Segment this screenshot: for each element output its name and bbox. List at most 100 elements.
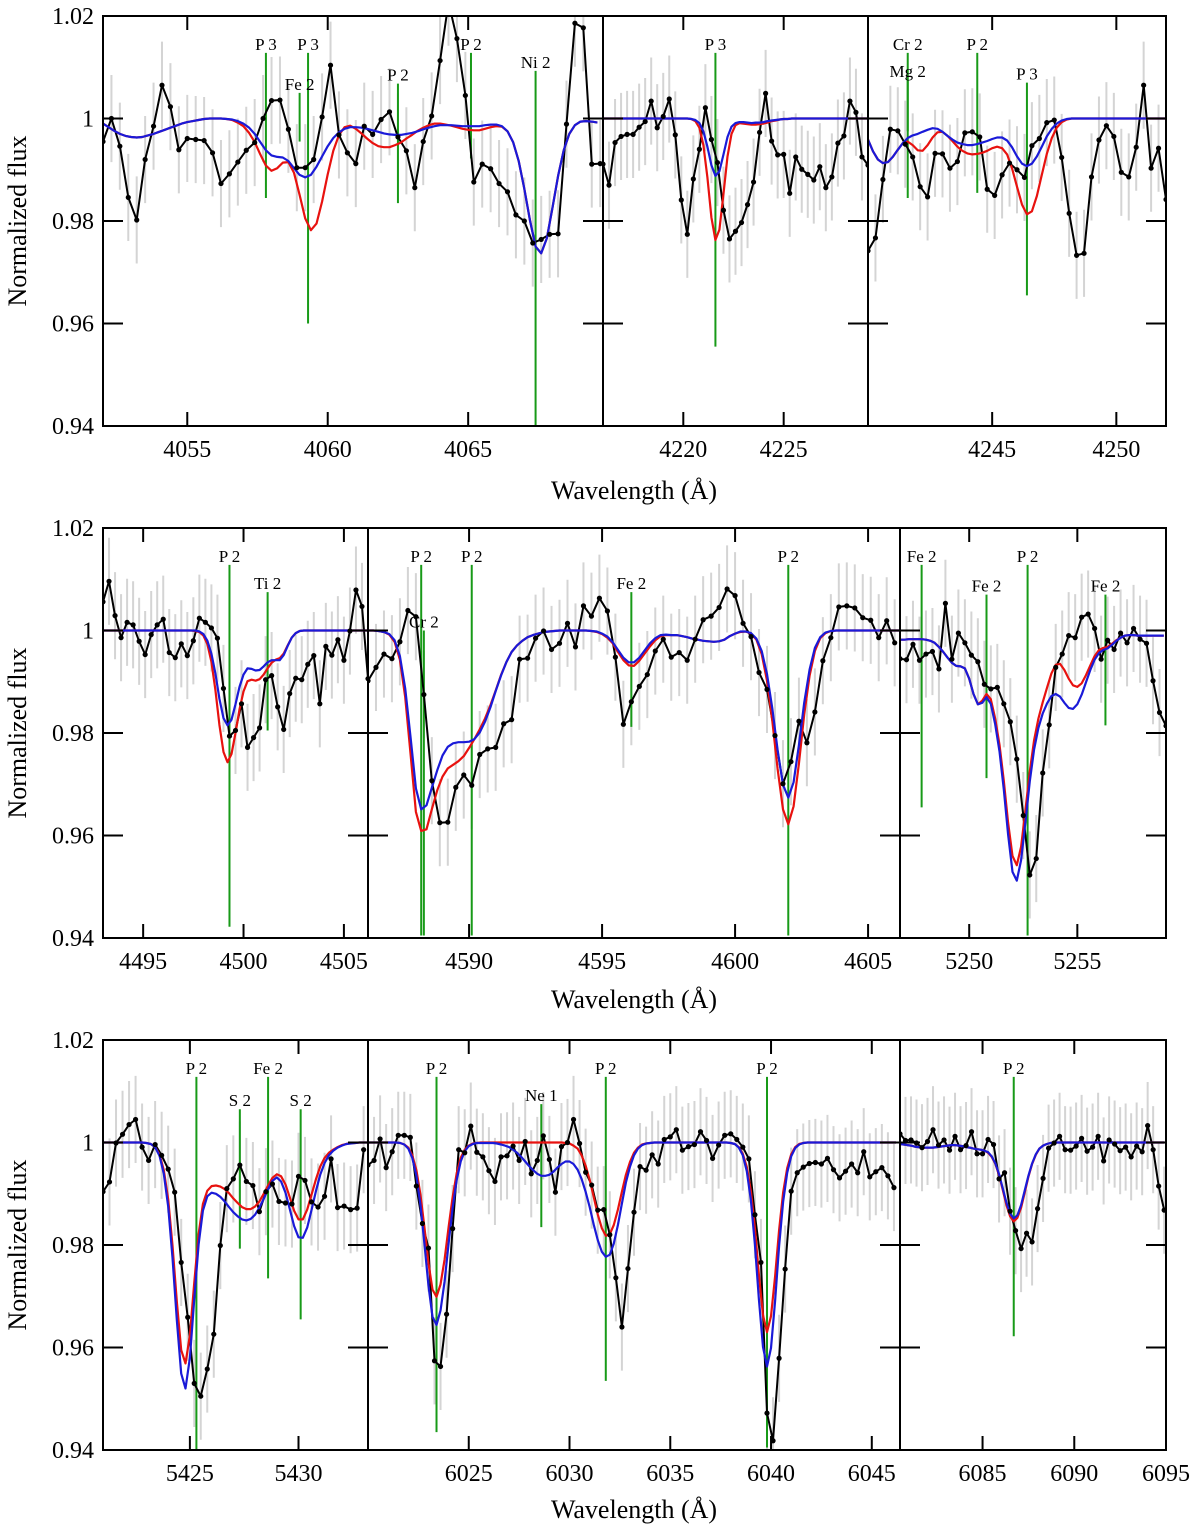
observed-point: [275, 704, 281, 710]
observed-point: [556, 640, 563, 646]
observed-point: [237, 1162, 243, 1168]
line-id-label: P 2: [777, 547, 799, 566]
observed-point: [811, 177, 817, 183]
observed-point: [1044, 120, 1050, 126]
model-spectrum-blue: [868, 117, 1166, 168]
observed-point: [1084, 1148, 1090, 1154]
observed-point: [1057, 1133, 1063, 1139]
x-tick-label: 4500: [220, 949, 268, 975]
observed-point: [764, 1410, 770, 1416]
observed-point: [968, 1129, 975, 1135]
x-tick-label: 4495: [119, 949, 167, 975]
observed-point: [963, 1142, 969, 1149]
observed-point: [744, 202, 751, 208]
observed-point: [1130, 625, 1137, 632]
observed-point: [691, 1141, 698, 1148]
observed-point: [619, 1324, 625, 1330]
observed-point: [204, 1366, 210, 1372]
line-id-label: P 2: [219, 547, 241, 566]
y-tick-label: 1.02: [52, 4, 94, 30]
panel-frame: [899, 527, 1167, 939]
observed-point: [371, 1157, 377, 1164]
observed-point: [429, 113, 435, 119]
observed-point: [504, 189, 511, 195]
model-spectrum-blue: [103, 1141, 368, 1390]
observed-spectrum-line: [103, 16, 601, 244]
observed-point: [1112, 1141, 1118, 1147]
model-spectrum-blue: [103, 629, 368, 727]
observed-point: [1079, 614, 1085, 620]
observed-point: [975, 659, 981, 665]
observed-point: [1040, 1175, 1046, 1181]
observed-point: [1046, 722, 1052, 728]
observed-point: [1161, 1207, 1166, 1213]
y-tick-label: 0.98: [52, 721, 94, 747]
line-id-label: P 2: [1017, 547, 1039, 566]
line-id-label: P 2: [186, 1059, 208, 1078]
observed-point: [166, 649, 172, 656]
line-id-label: P 2: [595, 1059, 617, 1078]
observed-point: [589, 1182, 595, 1188]
observed-point: [758, 1259, 764, 1266]
observed-point: [1148, 165, 1154, 171]
observed-point: [1118, 169, 1124, 175]
observed-point: [521, 218, 527, 224]
observed-point: [775, 152, 781, 158]
observed-point: [796, 718, 802, 724]
observed-point: [716, 1142, 722, 1148]
observed-point: [293, 675, 299, 681]
observed-point: [403, 148, 409, 154]
observed-point: [969, 129, 975, 135]
observed-point: [184, 135, 190, 142]
observed-point: [830, 1167, 837, 1173]
observed-point: [631, 1209, 637, 1215]
observed-point: [570, 1116, 577, 1123]
observed-point: [636, 124, 642, 130]
observed-point: [220, 685, 227, 692]
observed-point: [311, 653, 317, 659]
observed-point: [269, 673, 275, 679]
observed-point: [383, 1165, 389, 1171]
observed-point: [134, 217, 140, 223]
observed-point: [552, 1189, 559, 1195]
observed-point: [468, 1123, 474, 1129]
observed-point: [868, 617, 874, 623]
observed-point: [668, 654, 674, 660]
observed-point: [1001, 701, 1007, 707]
observed-point: [538, 236, 544, 243]
observed-point: [230, 1176, 236, 1182]
observed-point: [1111, 646, 1117, 653]
spectrum-panel-1-3: Cr 2 Mg 2 P 2 P 3 4245 4250: [867, 15, 1167, 463]
observed-point: [788, 1188, 794, 1194]
observed-point: [1133, 144, 1139, 150]
observed-point: [176, 147, 182, 153]
observed-point: [334, 1204, 341, 1211]
observed-point: [516, 1157, 522, 1164]
observed-point: [1051, 1140, 1057, 1146]
observed-point: [673, 1127, 679, 1133]
observed-point: [974, 1151, 980, 1157]
observed-point: [1053, 664, 1059, 671]
observed-point: [492, 1178, 498, 1185]
observed-point: [546, 1156, 552, 1163]
x-tick-label: 4250: [1092, 437, 1140, 463]
observed-point: [1150, 1147, 1156, 1153]
observed-point: [1068, 1147, 1074, 1153]
observed-point: [1085, 611, 1091, 617]
observed-point: [908, 1137, 914, 1143]
observed-point: [835, 140, 841, 146]
observed-point: [630, 131, 636, 137]
x-tick-label: 6090: [1050, 1461, 1098, 1487]
line-id-label: P 3: [1016, 65, 1038, 84]
line-id-label: P 3: [705, 35, 727, 54]
observed-point: [852, 605, 858, 611]
observed-point: [612, 139, 618, 146]
observed-point: [504, 1153, 510, 1159]
observed-point: [867, 1174, 873, 1180]
observed-point: [454, 35, 460, 42]
observed-point: [125, 194, 131, 201]
observed-point: [1029, 143, 1035, 149]
observed-point: [474, 1149, 480, 1155]
observed-point: [1103, 123, 1109, 129]
